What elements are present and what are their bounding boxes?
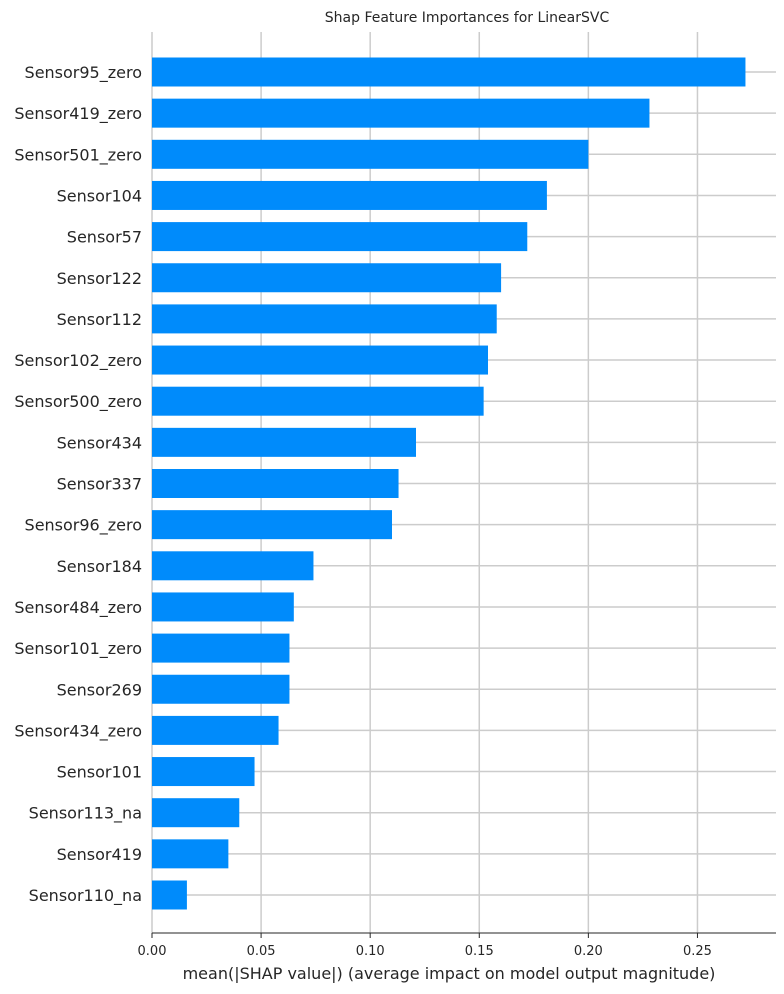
y-tick-label: Sensor57 [67,228,142,247]
bar-sensor57 [152,222,528,252]
bar-sensor269 [152,674,290,704]
y-tick-label: Sensor112 [57,310,142,329]
y-tick-label: Sensor95_zero [25,63,142,83]
y-tick-label: Sensor419 [57,845,142,864]
y-tick-label: Sensor101_zero [14,639,142,659]
x-axis-ticks: 0.00 0.05 0.10 0.15 0.20 0.25 [138,933,712,959]
bar-sensor419 [152,839,229,869]
x-tick-label: 0.05 [247,944,276,959]
bar-sensor122 [152,263,502,293]
y-tick-label: Sensor500_zero [14,392,142,412]
y-tick-label: Sensor110_na [29,886,142,906]
bar-sensor484-zero [152,592,294,622]
y-tick-label: Sensor269 [57,680,142,699]
x-tick-label: 0.25 [683,944,712,959]
bar-sensor110-na [152,880,187,910]
bar-sensor96-zero [152,510,392,540]
bar-sensor434 [152,427,416,457]
x-tick-label: 0.20 [574,944,603,959]
bar-sensor95-zero [152,57,746,87]
y-tick-label: Sensor484_zero [14,598,142,618]
y-tick-label: Sensor184 [57,557,142,576]
bar-sensor501-zero [152,139,589,169]
y-tick-label: Sensor419_zero [14,104,142,124]
y-tick-label: Sensor501_zero [14,145,142,165]
x-axis-label: mean(|SHAP value|) (average impact on mo… [183,964,716,983]
bar-sensor112 [152,304,497,334]
y-tick-label: Sensor434_zero [14,721,142,741]
y-tick-label: Sensor122 [57,269,142,288]
bar-sensor337 [152,469,399,498]
bar-sensor184 [152,551,314,581]
bar-sensor419-zero [152,98,650,128]
chart-title: Shap Feature Importances for LinearSVC [325,10,610,26]
x-tick-label: 0.10 [356,944,385,959]
y-tick-label: Sensor101 [57,763,142,782]
y-tick-label: Sensor434 [57,433,142,452]
bar-sensor113-na [152,798,240,828]
bar-sensor102-zero [152,345,488,375]
bar-sensor500-zero [152,386,484,416]
bar-layer [152,57,746,910]
y-tick-label: Sensor104 [57,186,142,205]
y-tick-label: Sensor102_zero [14,351,142,371]
bar-sensor104 [152,180,547,210]
x-tick-label: 0.00 [138,944,167,959]
y-tick-label: Sensor113_na [29,804,142,824]
bar-sensor101 [152,757,255,787]
y-tick-label: Sensor96_zero [25,516,142,536]
x-tick-label: 0.15 [465,944,494,959]
bar-sensor101-zero [152,633,290,663]
bar-sensor434-zero [152,715,279,745]
y-axis-labels: Sensor95_zero Sensor419_zero Sensor501_zer… [14,63,142,906]
y-tick-label: Sensor337 [57,475,142,494]
